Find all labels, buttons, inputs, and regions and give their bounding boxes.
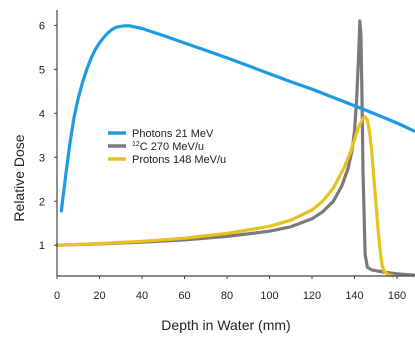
x-tick-label: 20 (93, 290, 105, 302)
legend-label-photons-21-mev: Photons 21 MeV (132, 128, 214, 140)
legend-label-protons-148-mev-u: Protons 148 MeV/u (132, 154, 226, 166)
y-tick-label: 2 (39, 196, 45, 208)
x-tick-label: 0 (54, 290, 60, 302)
series-line-12c-270-mev-u (55, 19, 415, 277)
series-line-protons-148-mev-u (55, 115, 395, 278)
series-curves (55, 19, 415, 278)
series-line-photons-21-mev (59, 24, 415, 213)
x-tick-label: 60 (178, 290, 190, 302)
x-tick-label: 120 (303, 290, 321, 302)
y-tick-label: 6 (39, 20, 45, 32)
x-tick-label: 40 (136, 290, 148, 302)
x-tick-label: 140 (345, 290, 363, 302)
tick-labels: 0 20 40 60 80 100 120 140 160 1 2 3 4 5 6 (39, 20, 406, 302)
x-tick-label: 100 (260, 290, 278, 302)
y-tick-label: 5 (39, 64, 45, 76)
y-axis-title: Relative Dose (11, 134, 27, 221)
y-tick-label: 4 (39, 108, 45, 120)
x-tick-label: 160 (388, 290, 406, 302)
x-axis-title: Depth in Water (mm) (161, 317, 290, 333)
legend-label-12c-270-mev-u: 12C 270 MeV/u (132, 141, 204, 153)
y-tick-label: 3 (39, 152, 45, 164)
y-tick-label: 1 (39, 240, 45, 252)
x-tick-label: 80 (221, 290, 233, 302)
